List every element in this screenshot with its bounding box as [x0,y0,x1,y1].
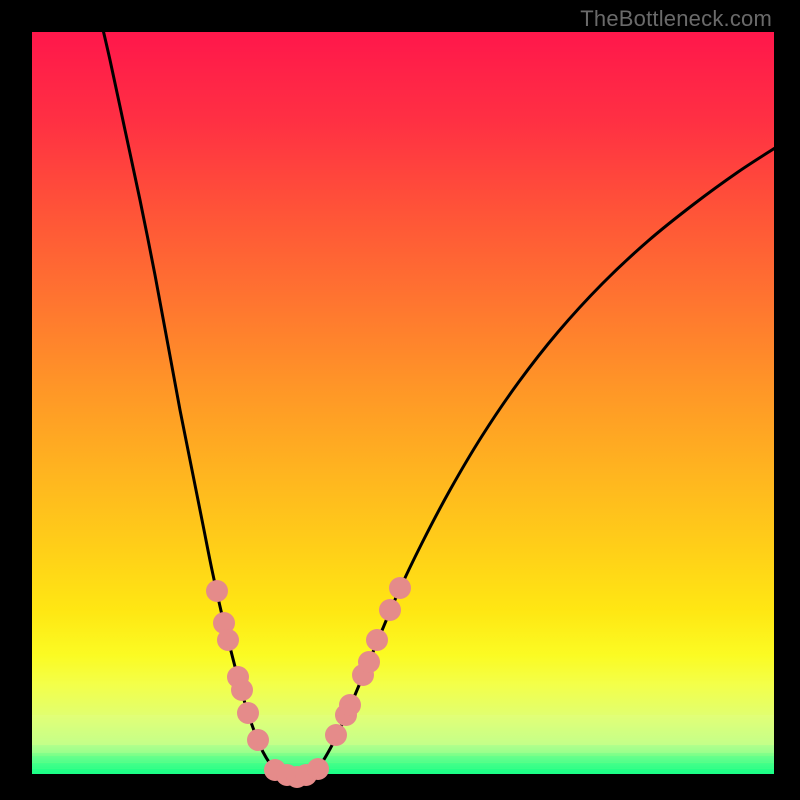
marker-right [389,577,411,599]
curves-layer [0,0,800,800]
marker-right [366,629,388,651]
marker-right [379,599,401,621]
marker-bottom [307,758,329,780]
marker-right [339,694,361,716]
marker-right [358,651,380,673]
curve-right [305,148,775,779]
watermark-text: TheBottleneck.com [580,6,772,32]
marker-left [206,580,228,602]
marker-left [237,702,259,724]
markers-layer [206,577,411,788]
curve-left [96,0,288,779]
marker-left [217,629,239,651]
marker-left [231,679,253,701]
marker-left [247,729,269,751]
marker-right [325,724,347,746]
